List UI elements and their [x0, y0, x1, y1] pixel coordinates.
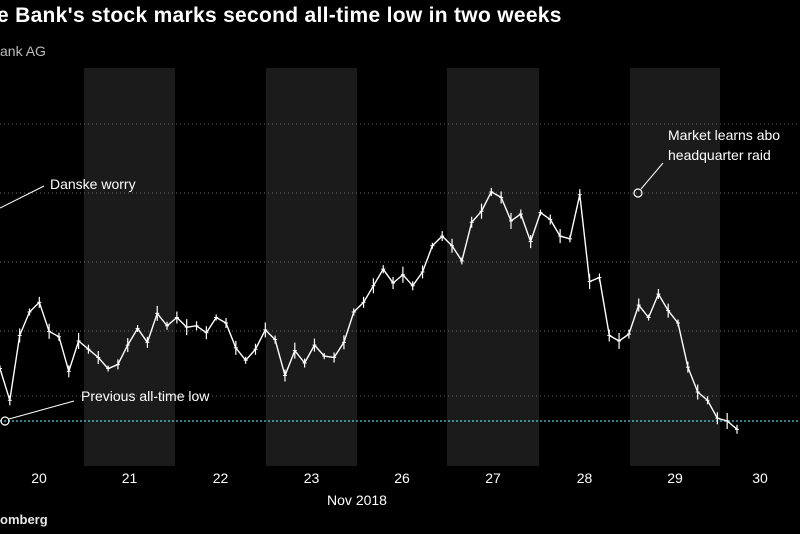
raid-marker	[633, 188, 643, 198]
x-tick-label: 29	[667, 470, 683, 486]
annotation-raid-line1: Market learns abo	[668, 127, 780, 143]
day-band	[447, 68, 539, 466]
chart-title: e Bank's stock marks second all-time low…	[0, 4, 562, 27]
x-tick-label: 22	[213, 470, 229, 486]
gridlines	[0, 123, 800, 397]
raid-leader	[640, 162, 664, 190]
x-tick-label: 26	[394, 470, 410, 486]
x-tick-label: 28	[577, 470, 593, 486]
annotation-previous-low: Previous all-time low	[81, 388, 210, 404]
day-band	[266, 68, 357, 466]
price-line	[0, 190, 738, 430]
x-tick-label: 30	[752, 470, 768, 486]
x-tick-label: 27	[485, 470, 501, 486]
source-label: omberg	[0, 512, 48, 527]
chart-subtitle: ank AG	[0, 43, 46, 59]
x-tick-label: 21	[122, 470, 138, 486]
danske-worry-leader	[0, 185, 45, 209]
previous-low-leader	[8, 400, 75, 420]
day-band	[630, 68, 720, 466]
previous-low-marker	[0, 416, 10, 426]
annotation-danske-worry: Danske worry	[50, 176, 136, 192]
annotation-raid-line2: headquarter raid	[668, 147, 771, 163]
x-tick-label: 20	[31, 470, 47, 486]
day-band	[84, 68, 175, 466]
x-axis-label: Nov 2018	[327, 492, 387, 508]
x-tick-label: 23	[304, 470, 320, 486]
x-axis-ticks: 20 21 22 23 26 27 28 29 30	[31, 470, 768, 486]
day-bands	[84, 68, 720, 466]
